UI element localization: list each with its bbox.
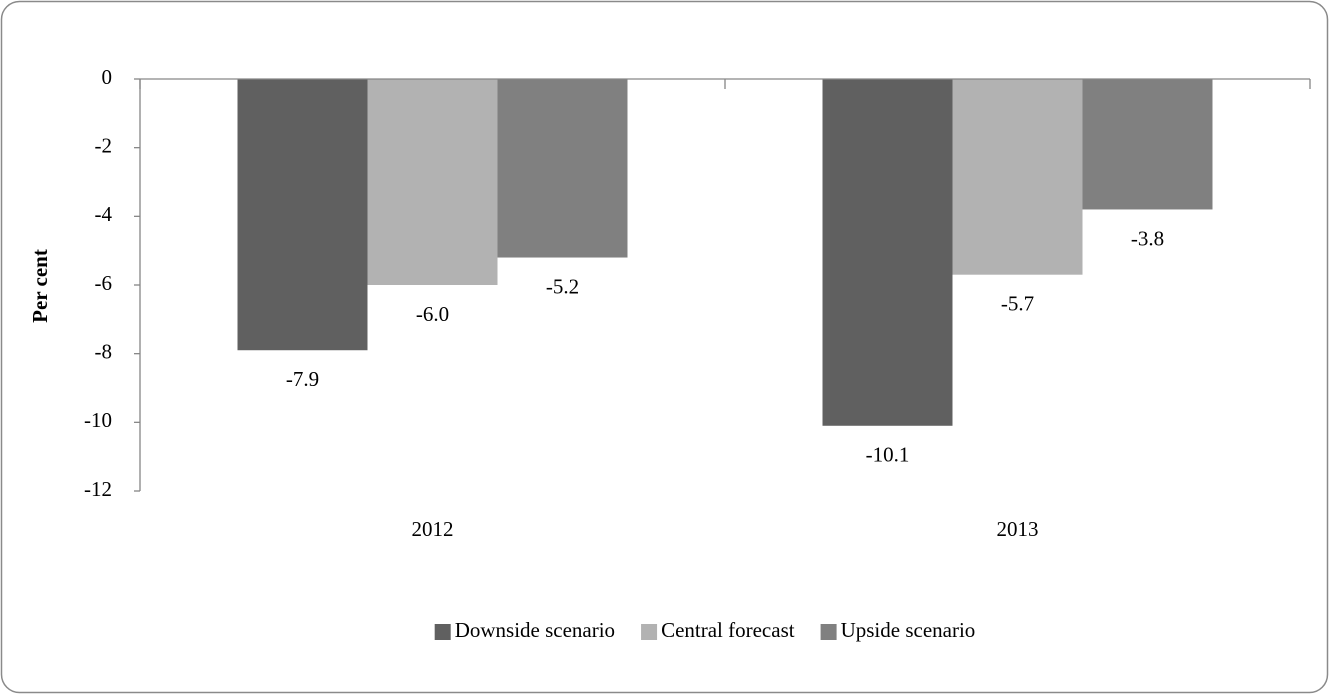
data-label: -10.1	[866, 443, 910, 467]
legend-swatch	[641, 624, 658, 640]
y-tick-label: 0	[102, 65, 113, 89]
legend-swatch	[434, 624, 451, 640]
data-label: -3.8	[1131, 226, 1164, 250]
legend-swatch	[820, 624, 837, 640]
y-tick-label: -12	[84, 477, 112, 501]
legend-label: Upside scenario	[841, 618, 976, 642]
y-axis-label: Per cent	[28, 249, 52, 323]
x-tick-label: 2013	[997, 517, 1039, 541]
y-tick-label: -2	[95, 133, 113, 157]
data-label: -7.9	[286, 367, 319, 391]
bar	[1082, 79, 1213, 210]
x-tick-label: 2012	[412, 517, 454, 541]
data-label: -5.7	[1001, 292, 1034, 316]
bar	[497, 79, 628, 258]
y-tick-label: -4	[95, 202, 113, 226]
y-tick-label: -6	[95, 271, 113, 295]
y-tick-label: -10	[84, 408, 112, 432]
y-tick-label: -8	[95, 339, 113, 363]
bar	[367, 79, 498, 285]
bar	[952, 79, 1083, 275]
legend-label: Downside scenario	[455, 618, 615, 642]
data-label: -5.2	[546, 274, 579, 298]
data-label: -6.0	[416, 302, 449, 326]
bar	[822, 79, 953, 426]
legend-label: Central forecast	[661, 618, 795, 642]
bar	[237, 79, 368, 351]
